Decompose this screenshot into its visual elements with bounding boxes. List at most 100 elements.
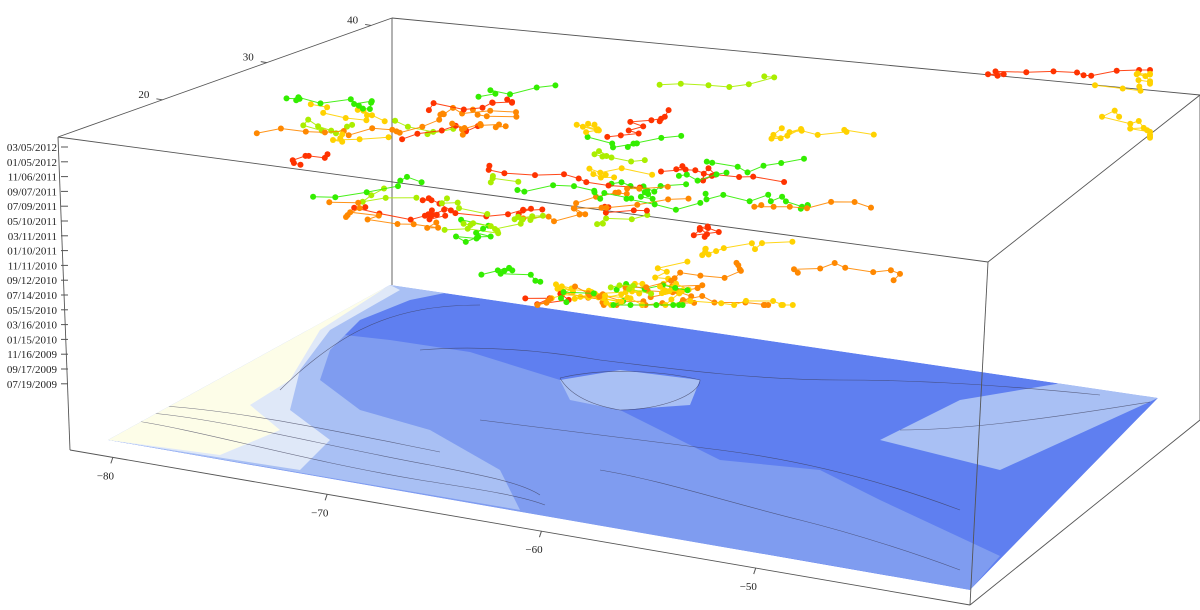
storm-position-point (1147, 133, 1153, 140)
storm-position-point (985, 71, 991, 78)
storm-position-point (477, 122, 484, 129)
storm-position-point (596, 293, 603, 300)
storm-position-point (474, 111, 481, 118)
storm-position-point (551, 218, 557, 225)
storm-track (485, 162, 643, 191)
x-tick-mark (538, 531, 542, 538)
storm-position-point (460, 220, 467, 227)
storm-position-point (582, 211, 589, 218)
x-tick-mark (753, 567, 757, 575)
storm-position-point (683, 171, 690, 178)
storm-position-point (692, 167, 699, 174)
storm-position-point (771, 74, 778, 81)
storm-position-point (748, 240, 755, 247)
storm-position-point (709, 159, 716, 166)
storm-position-point (425, 195, 432, 202)
storm-position-point (643, 284, 650, 291)
storm-position-point (603, 204, 610, 211)
storm-position-point (705, 82, 712, 89)
storm-position-point (527, 217, 534, 223)
storm-position-point (720, 191, 727, 198)
storm-position-point (868, 204, 874, 211)
storm-position-point (1116, 113, 1123, 120)
storm-track (675, 169, 730, 184)
storm-position-point (1000, 71, 1007, 78)
storm-track (253, 125, 396, 139)
storm-track-line (560, 291, 594, 303)
storm-position-point (470, 220, 477, 227)
storm-position-point (628, 158, 635, 165)
storm-position-point (672, 206, 679, 213)
storm-position-point (1080, 72, 1087, 79)
storm-position-point (601, 292, 608, 299)
storm-position-point (801, 155, 807, 162)
storm-position-point (618, 179, 625, 186)
storm-position-point (672, 285, 679, 291)
storm-position-point (590, 171, 597, 178)
storm-position-point (677, 80, 684, 87)
storm-position-point (392, 117, 399, 124)
storm-position-point (791, 266, 797, 273)
storm-position-point (702, 245, 709, 252)
z-tick-label: 07/14/2010 (7, 290, 58, 302)
z-tick-label: 03/05/2012 (7, 142, 57, 154)
z-tick-label: 09/12/2010 (7, 275, 58, 287)
storm-position-point (404, 173, 410, 180)
y-tick-mark (365, 23, 372, 26)
storm-track (326, 199, 442, 231)
storm-position-point (789, 302, 796, 308)
z-tick-label: 11/16/2009 (7, 349, 57, 361)
storm-position-point (444, 195, 450, 202)
storm-track (699, 238, 796, 259)
storm-position-point (362, 204, 369, 211)
storm-position-point (611, 174, 618, 181)
storm-position-point (560, 289, 567, 296)
storm-position-point (368, 99, 375, 106)
storm-track (514, 182, 704, 213)
storm-position-point (441, 206, 448, 213)
storm-position-point (539, 212, 546, 219)
storm-position-point (585, 120, 592, 127)
contour-level-6 (880, 380, 1158, 470)
storm-position-point (597, 195, 604, 202)
storm-position-point (1147, 78, 1153, 85)
storm-position-point (453, 233, 459, 240)
storm-position-point (289, 157, 296, 164)
x-tick-label: −80 (97, 470, 115, 482)
storm-position-point (513, 109, 519, 116)
storm-position-point (648, 117, 655, 124)
storm-position-point (339, 138, 346, 145)
storm-position-point (492, 90, 499, 97)
storm-position-point (396, 129, 403, 136)
storm-track (558, 289, 597, 306)
storm-position-point (395, 183, 401, 190)
storm-position-point (590, 290, 597, 297)
storm-position-point (356, 205, 363, 212)
storm-position-point (484, 211, 491, 217)
storm-position-point (602, 171, 609, 178)
storm-position-point (1127, 120, 1134, 127)
storm-position-point (786, 203, 793, 210)
axis-ticks: −80 −70 −60 −50 20 30 40 03/05/2012 01/05/2012 11… (7, 14, 758, 593)
storm-position-point (1092, 82, 1098, 89)
storm-position-point (363, 189, 370, 196)
storm-position-point (671, 275, 678, 282)
storm-position-point (593, 127, 600, 134)
storm-position-point (636, 185, 643, 192)
storm-position-point (679, 302, 686, 308)
storm-position-point (743, 297, 749, 304)
storm-position-point (369, 112, 375, 119)
storm-track (656, 283, 683, 297)
storm-position-point (571, 183, 577, 190)
storm-position-point (347, 209, 354, 216)
storm-position-point (381, 118, 388, 125)
storm-position-point (687, 298, 694, 304)
storm-position-point (553, 281, 559, 288)
storm-position-point (324, 151, 331, 158)
storm-position-point (375, 212, 382, 219)
storm-position-point (702, 190, 709, 197)
storm-position-point (575, 175, 582, 182)
bathymetry-contour-surface (108, 285, 1158, 590)
storm-position-point (704, 223, 711, 230)
storm-position-point (992, 68, 999, 75)
